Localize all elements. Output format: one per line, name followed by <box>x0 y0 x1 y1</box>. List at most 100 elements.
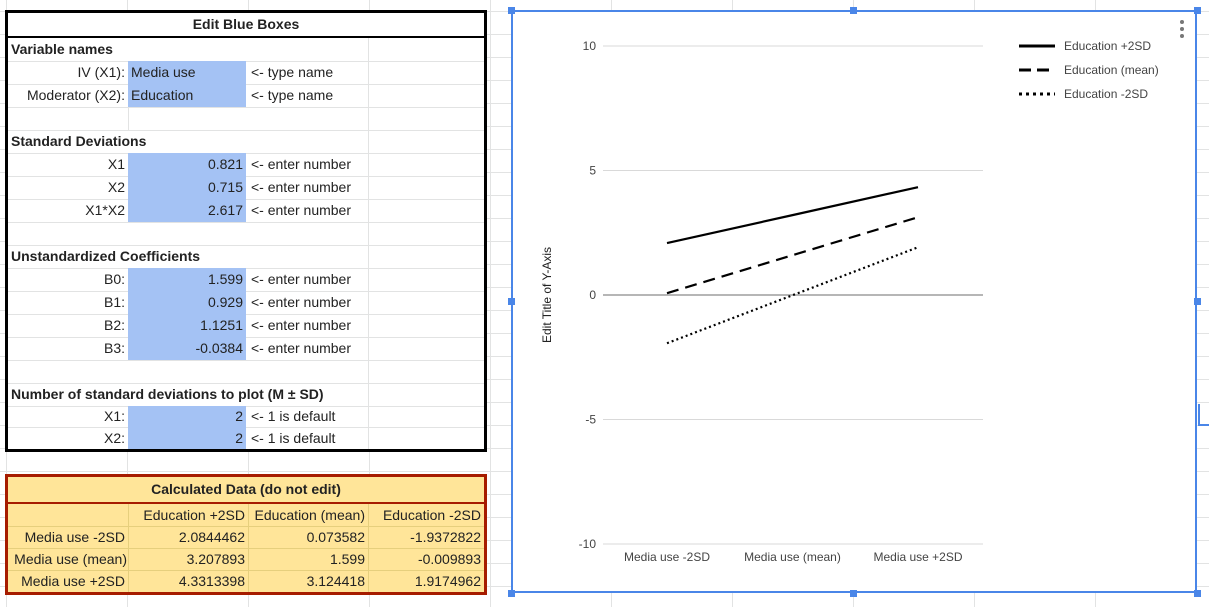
series-line <box>666 186 919 245</box>
coef-input-b2[interactable]: 1.1251 <box>128 314 246 337</box>
calc-box-title: Calculated Data (do not edit) <box>151 481 341 497</box>
default-hint: <- 1 is default <box>251 430 336 446</box>
grid-line <box>8 314 484 315</box>
sd-input-x1x2[interactable]: 2.617 <box>128 199 246 222</box>
grid-line <box>368 38 369 449</box>
resize-handle[interactable] <box>1194 7 1201 14</box>
calc-title-divider <box>8 502 484 504</box>
grid-line <box>8 130 484 131</box>
variable-names-heading: Variable names <box>11 41 113 57</box>
grid-line <box>368 504 369 592</box>
y-tick-label: 5 <box>589 164 596 178</box>
resize-handle[interactable] <box>1194 298 1201 305</box>
sd-input-x2[interactable]: 0.715 <box>128 176 246 199</box>
grid-line <box>8 107 484 108</box>
standard-deviations-heading: Standard Deviations <box>11 133 147 149</box>
enter-number-hint: <- enter number <box>251 202 351 218</box>
coef-input-b0[interactable]: 1.599 <box>128 268 246 291</box>
nsd-label-x1: X1: <box>103 408 125 424</box>
legend-label: Education +2SD <box>1064 39 1151 53</box>
resize-handle[interactable] <box>1194 590 1201 597</box>
coef-label-b1: B1: <box>103 294 125 310</box>
calc-cell: 3.207893 <box>186 551 245 567</box>
resize-handle[interactable] <box>508 7 515 14</box>
coef-label-b2: B2: <box>103 317 125 333</box>
selection-edge <box>1198 404 1200 426</box>
calc-header: Education +2SD <box>143 507 245 523</box>
calc-row-label: Media use +2SD <box>21 573 125 589</box>
series-line <box>666 216 919 295</box>
calc-header: Education -2SD <box>382 507 481 523</box>
enter-number-hint: <- enter number <box>251 294 351 310</box>
y-tick-label: -10 <box>579 537 597 551</box>
nsd-input-x1[interactable]: 2 <box>128 406 246 427</box>
enter-number-hint: <- enter number <box>251 156 351 172</box>
calculated-data-panel: Calculated Data (do not edit) Education … <box>5 474 487 595</box>
calc-cell: 2.0844462 <box>178 529 245 545</box>
resize-handle[interactable] <box>508 590 515 597</box>
resize-handle[interactable] <box>508 298 515 305</box>
grid-line <box>8 570 484 571</box>
moderator-name-input[interactable]: Education <box>128 84 246 107</box>
grid-line <box>8 245 484 246</box>
coef-label-b0: B0: <box>103 271 125 287</box>
nsd-label-x2: X2: <box>103 430 125 446</box>
grid-line <box>8 427 484 428</box>
sd-label-x1: X1 <box>107 156 125 172</box>
grid-line <box>8 548 484 549</box>
y-tick-label: -5 <box>585 413 596 427</box>
grid-line <box>8 153 484 154</box>
coef-input-b3[interactable]: -0.0384 <box>128 337 246 360</box>
y-axis-title: Edit Title of Y-Axis <box>540 247 554 343</box>
x-tick-label: Media use +2SD <box>873 550 962 564</box>
calc-row-label: Media use (mean) <box>14 551 127 567</box>
sd-label-x2: X2 <box>107 179 125 195</box>
title-divider <box>8 36 484 38</box>
grid-line <box>248 504 249 592</box>
calc-cell: -1.9372822 <box>410 529 481 545</box>
calc-cell: 1.599 <box>329 551 365 567</box>
chart-menu-icon[interactable] <box>1176 18 1188 40</box>
iv-label: IV (X1): <box>77 64 125 80</box>
legend-label: Education (mean) <box>1064 63 1159 77</box>
grid-line <box>8 84 484 85</box>
grid-line <box>128 504 129 592</box>
iv-name-input[interactable]: Media use <box>128 61 246 84</box>
y-tick-label: 0 <box>589 288 596 302</box>
coef-label-b3: B3: <box>103 340 125 356</box>
enter-number-hint: <- enter number <box>251 179 351 195</box>
nsd-input-x2[interactable]: 2 <box>128 427 246 449</box>
grid-line <box>8 406 484 407</box>
grid-line <box>8 176 484 177</box>
selection-edge <box>1198 424 1209 426</box>
grid-line <box>8 337 484 338</box>
grid-line <box>8 526 484 527</box>
grid-line <box>8 383 484 384</box>
coefficients-heading: Unstandardized Coefficients <box>11 248 201 264</box>
sd-input-x1[interactable]: 0.821 <box>128 153 246 176</box>
calc-row-label: Media use -2SD <box>24 529 125 545</box>
enter-number-hint: <- enter number <box>251 271 351 287</box>
calc-header: Education (mean) <box>254 507 365 523</box>
sd-label-x1x2: X1*X2 <box>85 202 125 218</box>
y-tick-label: 10 <box>583 39 597 53</box>
legend-label: Education -2SD <box>1064 87 1148 101</box>
type-name-hint: <- type name <box>251 64 334 80</box>
resize-handle[interactable] <box>850 7 857 14</box>
grid-line <box>8 199 484 200</box>
grid-line <box>8 268 484 269</box>
edit-blue-boxes-panel: Edit Blue Boxes Variable names IV (X1): … <box>5 10 487 452</box>
interaction-chart[interactable]: 10 5 0 -5 -10 Media use -2SD Media use (mean) M… <box>511 10 1197 593</box>
calc-cell: -0.009893 <box>417 551 481 567</box>
grid-line <box>8 222 484 223</box>
type-name-hint: <- type name <box>251 87 334 103</box>
calc-cell: 1.9174962 <box>414 573 481 589</box>
default-hint: <- 1 is default <box>251 408 336 424</box>
nsd-heading: Number of standard deviations to plot (M… <box>11 386 324 402</box>
moderator-label: Moderator (X2): <box>26 87 125 103</box>
chart-canvas: 10 5 0 -5 -10 Media use -2SD Media use (mean) M… <box>540 39 1159 564</box>
resize-handle[interactable] <box>850 590 857 597</box>
enter-number-hint: <- enter number <box>251 340 351 356</box>
calc-cell: 0.073582 <box>306 529 365 545</box>
coef-input-b1[interactable]: 0.929 <box>128 291 246 314</box>
